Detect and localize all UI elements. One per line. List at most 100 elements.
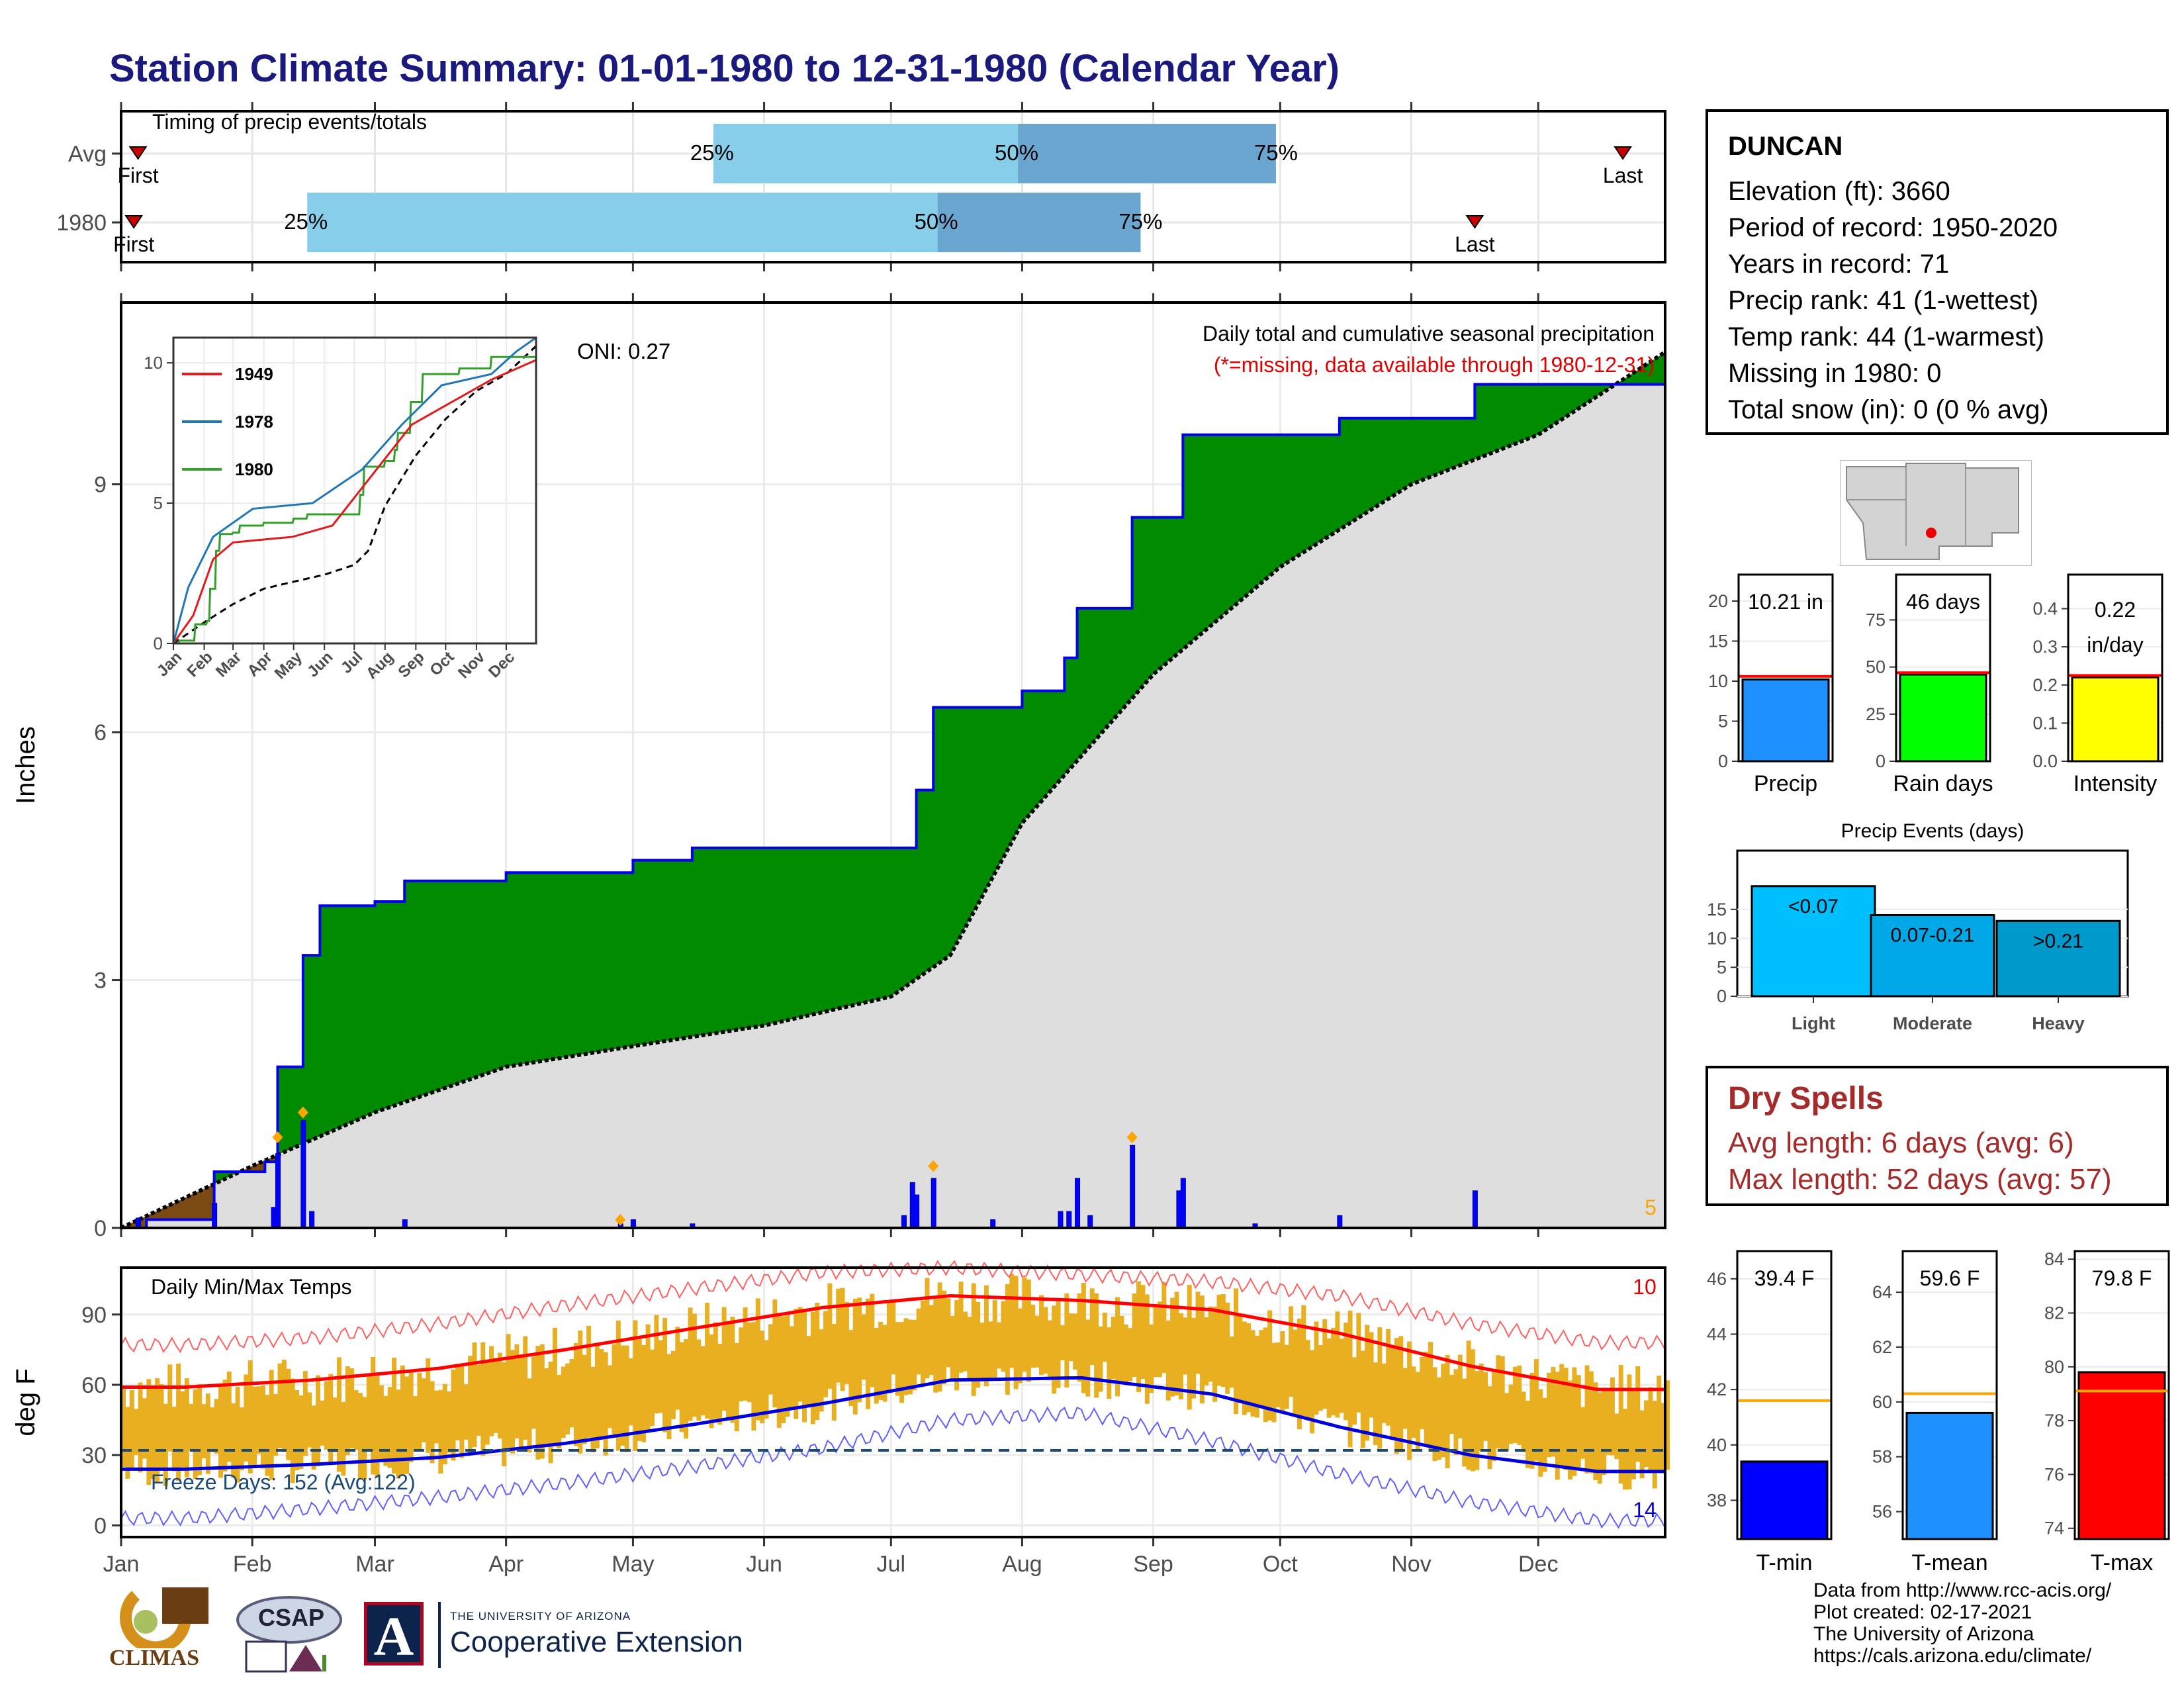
daily-temp-bar [277, 1363, 283, 1448]
daily-temp-bar [929, 1305, 934, 1376]
daily-temp-bar [295, 1390, 300, 1471]
daily-temp-bar [933, 1299, 938, 1393]
tsum-xlabel: T-mean [1911, 1550, 1987, 1575]
month-axis-label: May [612, 1552, 654, 1577]
daily-temp-bar [1085, 1319, 1091, 1397]
station-info-line: Years in record: 71 [1728, 250, 1950, 279]
tsum-xlabel: T-min [1756, 1550, 1813, 1575]
daily-temp-bar [484, 1361, 490, 1445]
daily-temp-bar [1301, 1305, 1306, 1417]
station-info-line: Temp rank: 44 (1-warmest) [1728, 322, 2044, 352]
daily-precip-bar [1087, 1215, 1093, 1229]
ua-small-text: THE UNIVERSITY OF ARIZONA [450, 1610, 631, 1622]
daily-temp-bar [861, 1314, 866, 1380]
timing-q25-label: 25% [690, 140, 734, 165]
daily-temp-bar [1322, 1319, 1328, 1409]
precip-ytick-label: 6 [94, 720, 107, 745]
daily-temp-bar [1559, 1364, 1565, 1467]
daily-temp-bar [1453, 1369, 1459, 1456]
daily-temp-bar [637, 1335, 642, 1441]
daily-temp-bar [1352, 1357, 1357, 1425]
daily-temp-bar [1030, 1304, 1036, 1368]
daily-temp-bar [1618, 1365, 1623, 1484]
credit-line: Data from http://www.rcc-acis.org/ [1813, 1579, 2112, 1601]
record-count-label: 5 [1645, 1196, 1657, 1219]
daily-temp-bar [954, 1299, 960, 1391]
daily-temp-bar [273, 1393, 279, 1456]
daily-temp-bar [1547, 1372, 1552, 1458]
daily-temp-bar [1360, 1350, 1365, 1448]
daily-temp-bar [1483, 1372, 1488, 1441]
month-axis-label: Aug [1002, 1552, 1042, 1577]
daily-temp-bar [717, 1344, 723, 1425]
daily-temp-bar [620, 1345, 625, 1446]
daily-temp-bar [552, 1327, 557, 1444]
daily-temp-bar [1098, 1326, 1103, 1392]
timing-frame [120, 110, 1666, 263]
daily-temp-bar [1280, 1331, 1285, 1411]
daily-temp-bar [1128, 1328, 1133, 1382]
daily-temp-bar [1314, 1321, 1319, 1415]
daily-precip-bar [1180, 1178, 1186, 1229]
daily-temp-bar [218, 1386, 223, 1478]
daily-temp-bar [1199, 1295, 1205, 1404]
daily-temp-bar [629, 1358, 633, 1426]
daily-temp-bar [298, 1395, 304, 1470]
daily-temp-bar [946, 1298, 951, 1368]
daily-precip-bar [931, 1178, 936, 1229]
tsum-value-label: 59.6 F [1920, 1266, 1980, 1290]
daily-temp-bar [1216, 1294, 1222, 1386]
daily-temp-bar [797, 1307, 803, 1402]
ua-logo: A [364, 1602, 430, 1675]
daily-precip-bar [300, 1120, 306, 1229]
daily-temp-bar [1504, 1393, 1510, 1451]
inset-legend-label: 1980 [235, 459, 273, 479]
daily-temp-bar [1386, 1329, 1391, 1426]
summary-value-label: 46 days [1906, 590, 1980, 614]
summary-xlabel: Rain days [1893, 771, 1993, 796]
tsum-ytick-label: 56 [1872, 1502, 1892, 1522]
daily-temp-bar [615, 1320, 621, 1451]
summary-ytick-label: 25 [1866, 704, 1886, 724]
tsum-xlabel: T-max [2091, 1550, 2153, 1575]
daily-temp-bar [590, 1366, 596, 1452]
daily-temp-bar [167, 1364, 173, 1452]
month-axis-label: Jun [746, 1552, 782, 1577]
tsum-ytick-label: 44 [1707, 1324, 1727, 1344]
daily-temp-bar [286, 1368, 291, 1460]
oni-label: ONI: 0.27 [577, 339, 670, 363]
daily-temp-bar [912, 1319, 917, 1391]
daily-temp-bar [476, 1364, 481, 1436]
daily-temp-bar [1174, 1291, 1179, 1395]
daily-temp-bar [1153, 1305, 1158, 1378]
daily-temp-bar [1644, 1400, 1649, 1468]
tsum-ytick-label: 76 [2044, 1464, 2064, 1484]
daily-temp-bar [662, 1317, 668, 1432]
temp-ytick-label: 60 [81, 1373, 107, 1398]
daily-precip-bar [1066, 1211, 1072, 1229]
daily-temp-bar [666, 1354, 672, 1440]
daily-temp-bar [142, 1398, 147, 1459]
daily-temp-bar [1022, 1277, 1027, 1372]
daily-temp-bar [134, 1409, 139, 1455]
daily-temp-bar [1639, 1410, 1645, 1479]
daily-temp-bar [992, 1300, 997, 1378]
daily-temp-bar [371, 1356, 376, 1475]
record-precip-marker [615, 1213, 626, 1226]
daily-temp-bar [1665, 1380, 1670, 1470]
daily-temp-bar [1555, 1372, 1560, 1480]
daily-temp-bar [438, 1389, 443, 1474]
summary-ytick-label: 10 [1708, 671, 1728, 691]
timing-q50-label: 50% [915, 209, 958, 234]
daily-temp-bar [1335, 1311, 1340, 1418]
daily-temp-bar [781, 1316, 786, 1423]
daily-temp-bar [463, 1384, 469, 1440]
daily-temp-bar [815, 1302, 820, 1421]
month-axis-label: Apr [488, 1552, 523, 1577]
credit-line: The University of Arizona [1813, 1623, 2034, 1645]
temp-ytick-label: 30 [81, 1443, 107, 1468]
daily-temp-bar [480, 1342, 486, 1456]
first-marker [128, 146, 148, 160]
events-bar [1995, 919, 2121, 998]
daily-temp-bar [1610, 1377, 1615, 1456]
